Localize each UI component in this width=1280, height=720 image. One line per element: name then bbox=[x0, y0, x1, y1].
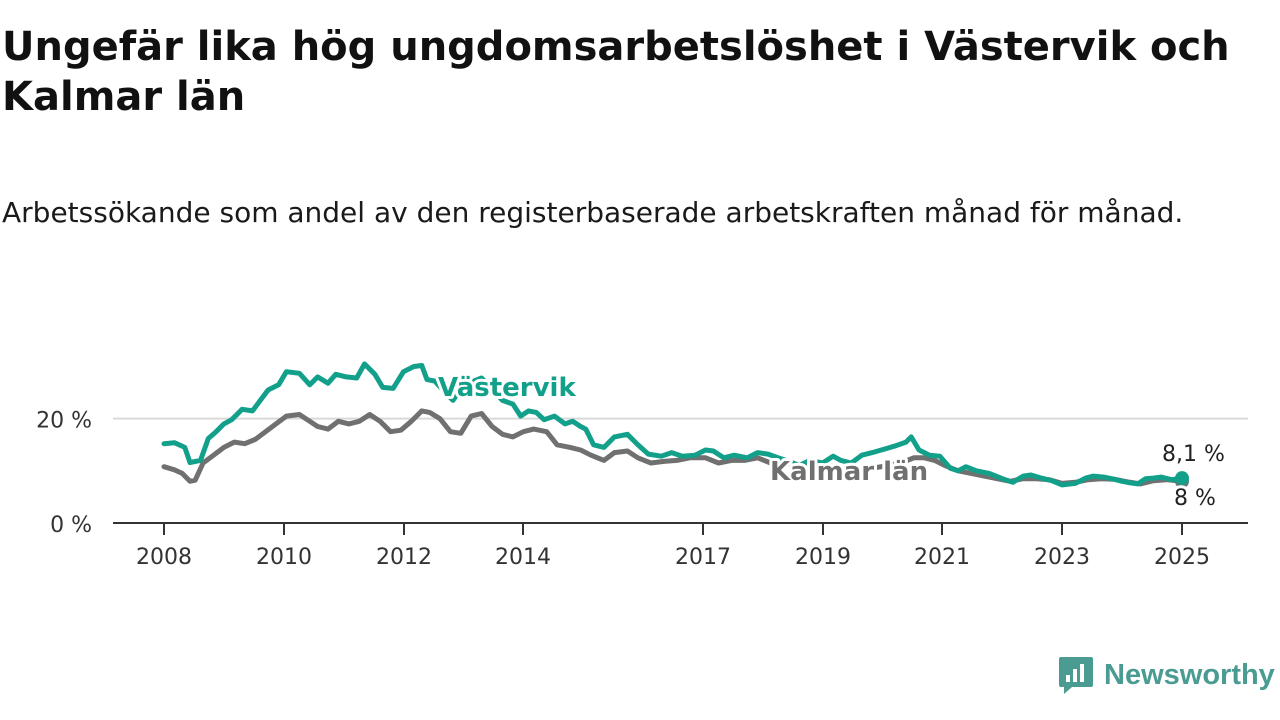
series-label-vastervik: Västervik bbox=[438, 373, 576, 403]
newsworthy-logo: Newsworthy bbox=[1058, 655, 1275, 695]
series-line-kalmar-lan bbox=[161, 408, 1185, 487]
x-tick-label: 2008 bbox=[136, 545, 192, 570]
y-tick-label: 0 % bbox=[50, 513, 92, 538]
x-tick-label: 2021 bbox=[914, 545, 970, 570]
series-line-vastervik bbox=[161, 361, 1185, 488]
series-labels: Västervik Kalmar län 8,1 % 8 % bbox=[435, 370, 1228, 514]
chart-title: Ungefär lika hög ungdomsarbetslöshet i V… bbox=[2, 24, 1230, 120]
x-tick-label: 2025 bbox=[1154, 545, 1210, 570]
chart-subtitle: Arbetssökande som andel av den registerb… bbox=[2, 196, 1184, 229]
x-tick-label: 2023 bbox=[1034, 545, 1090, 570]
series-lines bbox=[161, 361, 1189, 489]
axes: 0 % 20 % 2008 2010 2012 2014 2017 2019 2021 2023 2… bbox=[36, 409, 1248, 570]
y-tick-label: 20 % bbox=[36, 409, 92, 434]
brand-name: Newsworthy bbox=[1104, 658, 1275, 691]
end-point-vastervik bbox=[1175, 471, 1189, 486]
end-value-label-vastervik: 8,1 % bbox=[1162, 442, 1225, 467]
x-tick-label: 2012 bbox=[376, 545, 432, 570]
newsworthy-logo-icon bbox=[1059, 657, 1093, 694]
x-tick-label: 2014 bbox=[495, 545, 551, 570]
x-tick-label: 2010 bbox=[256, 545, 312, 570]
x-tick-label: 2017 bbox=[675, 545, 731, 570]
series-label-kalmar-lan: Kalmar län bbox=[770, 457, 928, 487]
x-tick-label: 2019 bbox=[795, 545, 851, 570]
end-value-label-kalmar-lan: 8 % bbox=[1174, 486, 1216, 511]
